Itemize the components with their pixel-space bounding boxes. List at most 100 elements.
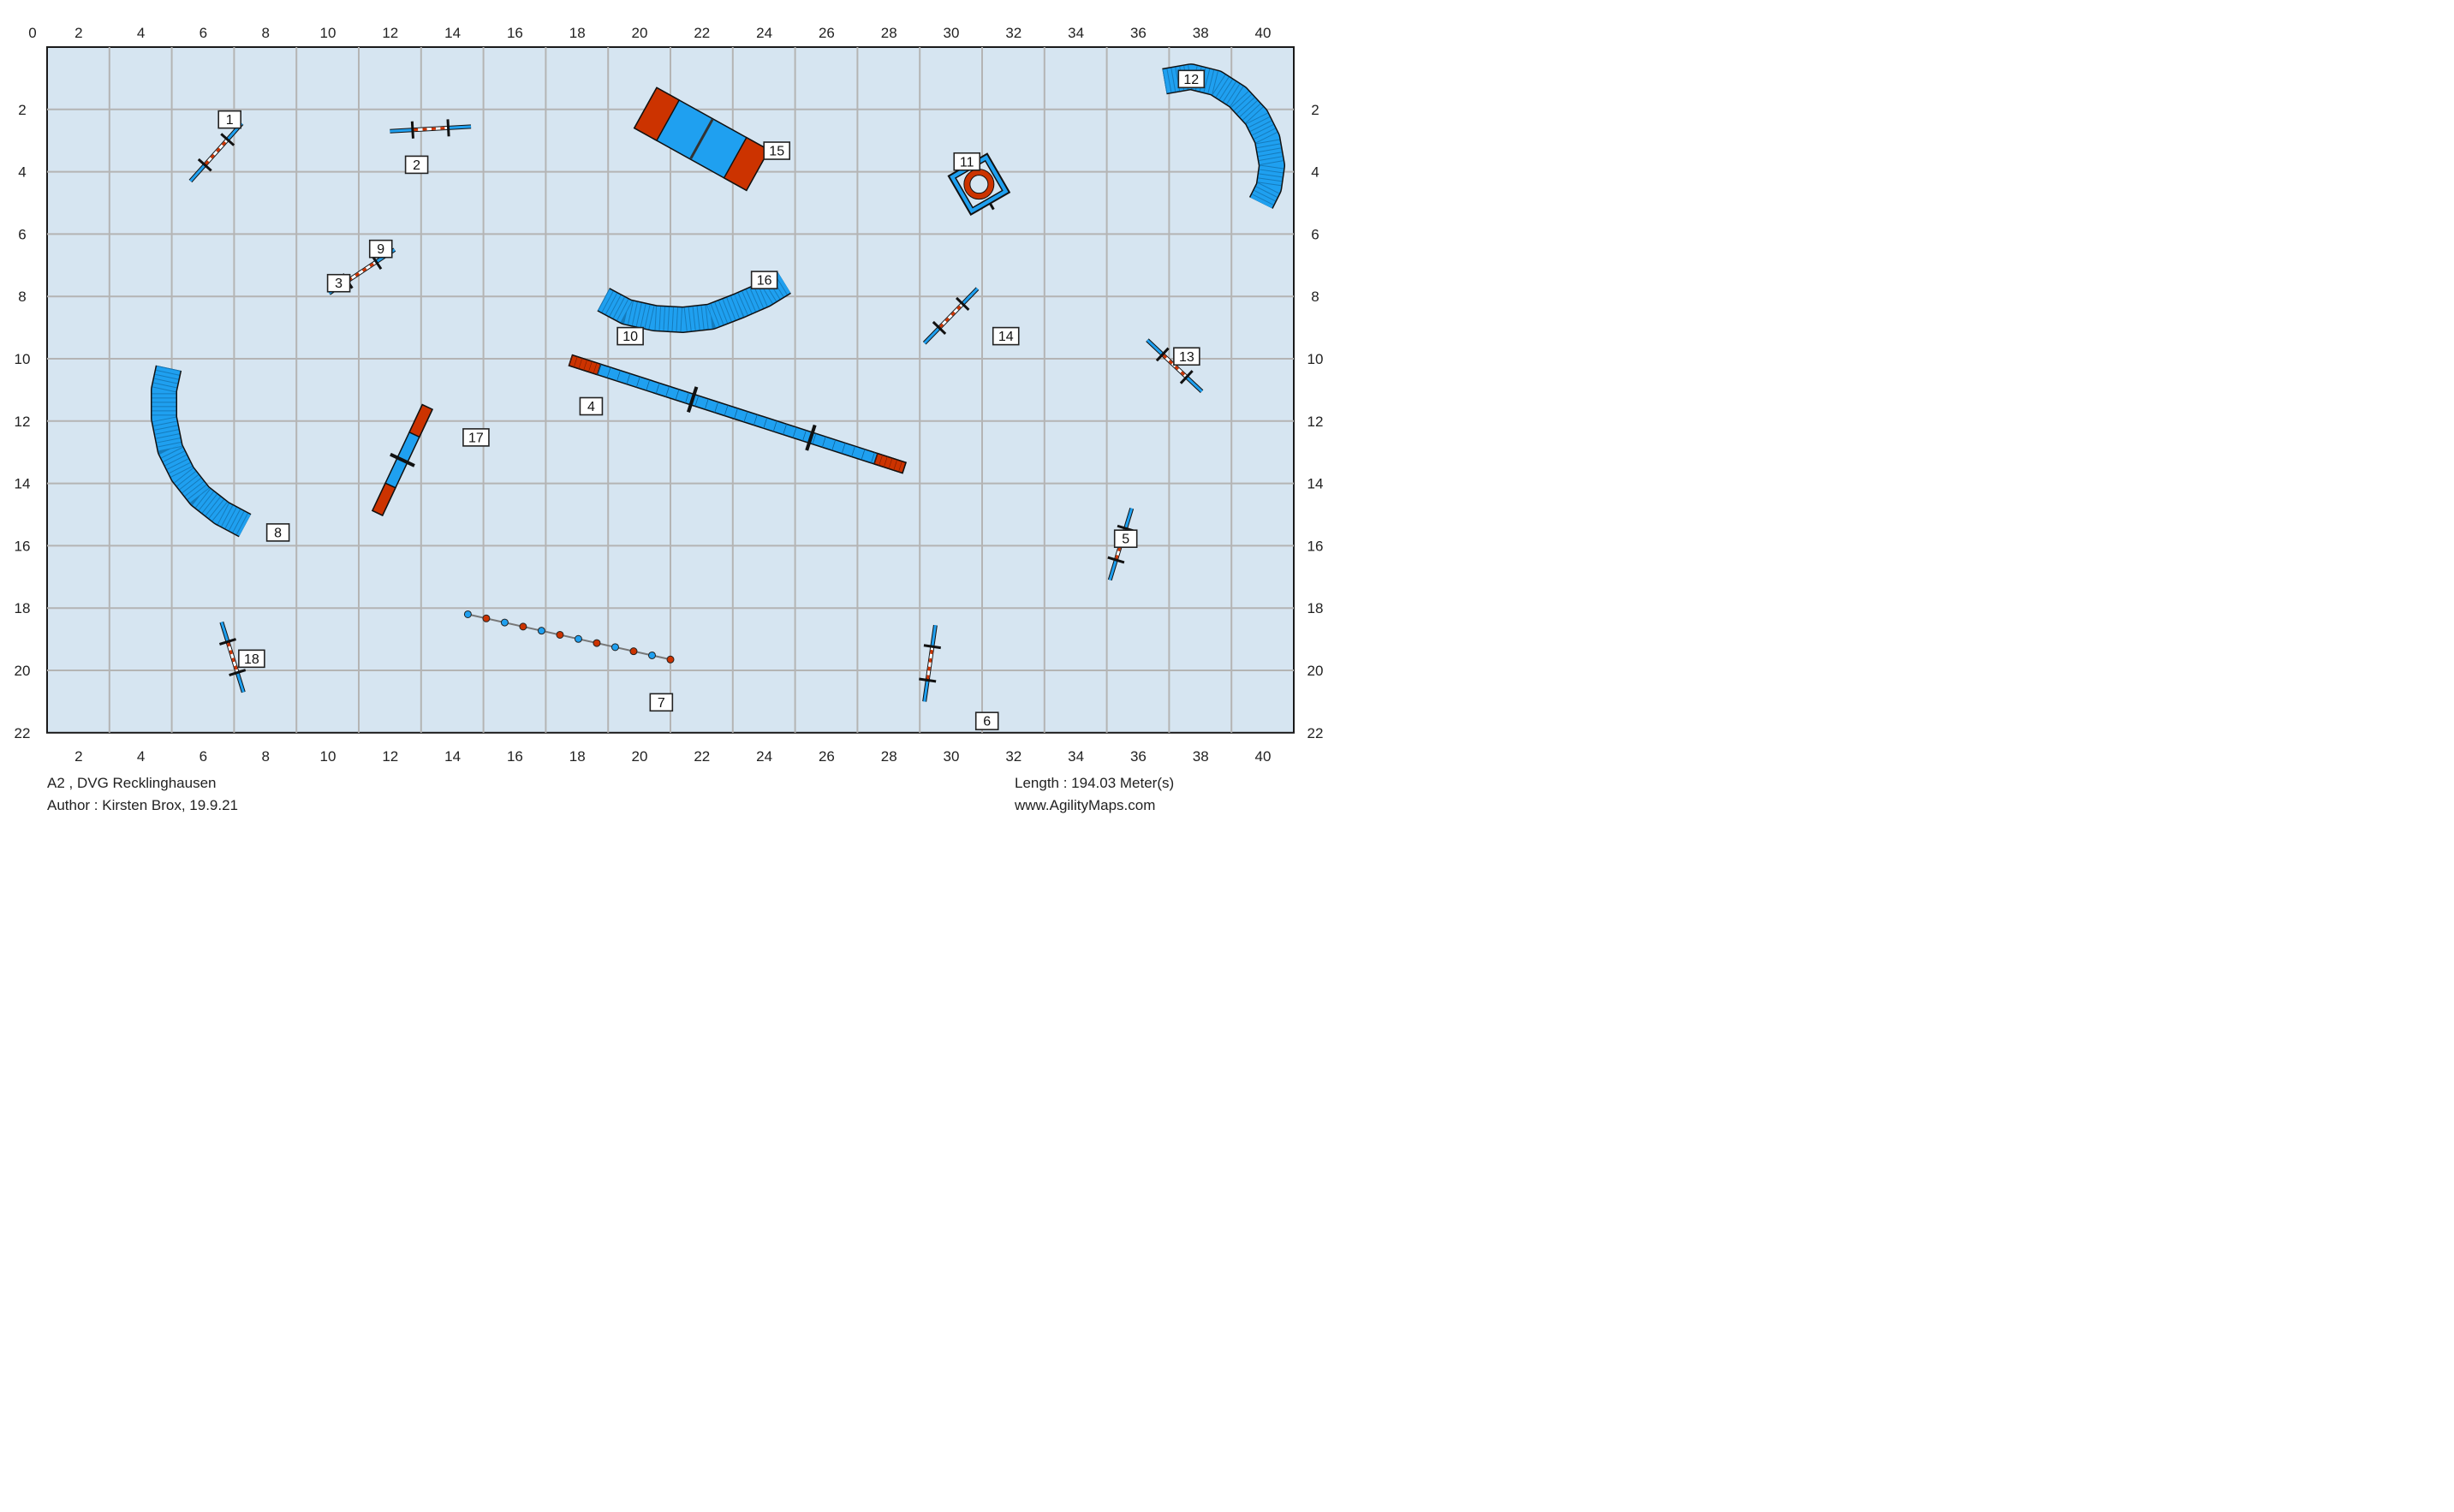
jump-pole-red bbox=[1180, 371, 1186, 376]
number-text: 18 bbox=[244, 652, 259, 667]
obstacle-number-12: 12 bbox=[1177, 69, 1206, 89]
tick-label: 10 bbox=[320, 25, 337, 41]
tick-label: 36 bbox=[1130, 25, 1147, 41]
support-leg bbox=[687, 386, 699, 414]
support-leg bbox=[390, 452, 415, 467]
tick-label: 40 bbox=[1255, 748, 1272, 765]
slat bbox=[743, 411, 748, 423]
obstacle-number-18: 18 bbox=[238, 649, 265, 669]
slat bbox=[851, 445, 855, 457]
jump-pole-red bbox=[226, 642, 231, 647]
top-axis: 0 2 4 6 8 10 12 14 16 18 20 22 24 26 28 30 32 34 36 38 40 bbox=[28, 25, 1271, 41]
tick-label: 12 bbox=[382, 748, 398, 765]
jump-pole-red bbox=[369, 262, 374, 268]
slat bbox=[714, 402, 719, 413]
jump-pole-red bbox=[926, 675, 930, 680]
jump-wing bbox=[229, 669, 247, 676]
jump-wing bbox=[1107, 556, 1125, 564]
number-text: 9 bbox=[377, 242, 384, 257]
support-leg bbox=[805, 424, 817, 451]
jump-wing bbox=[218, 638, 236, 646]
tick-label: 14 bbox=[444, 25, 461, 41]
jump-wing bbox=[923, 644, 941, 650]
jump-wing bbox=[410, 121, 414, 139]
number-box bbox=[974, 711, 999, 730]
tick-label: 2 bbox=[74, 25, 82, 41]
obstacle-number-5: 5 bbox=[1113, 529, 1138, 549]
tick-label: 6 bbox=[200, 748, 207, 765]
tunnel-ribs bbox=[1162, 64, 1284, 209]
slat bbox=[583, 360, 587, 371]
obstacle-number-7: 7 bbox=[649, 693, 674, 712]
obstacle-number-11: 11 bbox=[953, 152, 981, 171]
obstacle-8-tunnel bbox=[151, 365, 252, 538]
obstacle-number-10: 10 bbox=[616, 326, 644, 346]
weave-pole bbox=[463, 610, 472, 618]
tick-label: 38 bbox=[1193, 25, 1209, 41]
tick-label: 22 bbox=[694, 748, 710, 765]
obstacle-10-16-tunnel bbox=[597, 271, 791, 333]
slat bbox=[578, 358, 583, 369]
weave-pole bbox=[519, 622, 527, 631]
obstacle-7-weave-poles bbox=[463, 610, 675, 664]
number-box bbox=[265, 523, 290, 542]
slat bbox=[888, 457, 893, 469]
tick-label: 28 bbox=[881, 748, 897, 765]
slat bbox=[898, 461, 902, 473]
tick-label: 22 bbox=[15, 725, 31, 741]
slat bbox=[626, 373, 631, 384]
number-box bbox=[616, 326, 644, 346]
obstacle-number-2: 2 bbox=[404, 155, 429, 175]
a-frame-apex bbox=[689, 118, 714, 159]
tick-label: 30 bbox=[944, 25, 960, 41]
obstacle-number-13: 13 bbox=[1173, 347, 1200, 366]
tick-label: 8 bbox=[18, 289, 26, 305]
tick-label: 8 bbox=[261, 25, 269, 41]
obstacle-number-14: 14 bbox=[992, 326, 1020, 346]
obstacle-number-16: 16 bbox=[750, 271, 778, 289]
obstacle-14-jump bbox=[922, 287, 980, 345]
tick-label: 6 bbox=[18, 226, 26, 242]
slat bbox=[861, 449, 866, 461]
obstacle-number-6: 6 bbox=[974, 711, 999, 730]
number-box bbox=[992, 326, 1020, 346]
tick-label: 18 bbox=[569, 25, 586, 41]
jump-pole-red bbox=[221, 140, 227, 146]
number-text: 16 bbox=[757, 274, 772, 289]
slat bbox=[694, 396, 700, 407]
obstacle-17-seesaw bbox=[371, 403, 433, 516]
number-box bbox=[404, 155, 429, 175]
obstacle-15-a-frame bbox=[633, 86, 771, 192]
tick-label: 2 bbox=[1311, 102, 1319, 118]
slat bbox=[675, 389, 680, 401]
slat bbox=[763, 417, 768, 429]
tick-label: 4 bbox=[18, 164, 26, 181]
tick-label: 4 bbox=[137, 748, 145, 765]
slat bbox=[685, 392, 689, 403]
jump-wing bbox=[220, 133, 235, 146]
tire-ring bbox=[963, 169, 994, 199]
tick-label: 18 bbox=[569, 748, 586, 765]
tick-label: 12 bbox=[1307, 414, 1324, 430]
weave-pole bbox=[629, 647, 638, 656]
slat bbox=[569, 354, 573, 366]
jump-pole-red bbox=[361, 267, 367, 272]
tick-label: 4 bbox=[1311, 164, 1319, 181]
slat bbox=[704, 398, 709, 410]
tick-label: 14 bbox=[444, 748, 461, 765]
number-text: 2 bbox=[413, 158, 420, 173]
slat bbox=[665, 385, 670, 397]
jump-pole-red bbox=[216, 147, 221, 152]
number-box bbox=[217, 110, 241, 129]
tick-label: 34 bbox=[1068, 748, 1084, 765]
tick-label: 24 bbox=[756, 25, 772, 41]
number-box bbox=[326, 273, 351, 293]
jump-wing bbox=[197, 158, 212, 172]
left-axis: 2 4 6 8 10 12 14 16 18 20 22 bbox=[15, 102, 31, 741]
obstacle-number-8: 8 bbox=[265, 523, 290, 542]
tick-label: 16 bbox=[507, 748, 523, 765]
tick-label: 10 bbox=[320, 748, 337, 765]
obstacle-6-jump bbox=[919, 624, 941, 702]
tick-label: 26 bbox=[819, 25, 835, 41]
slat bbox=[792, 426, 797, 438]
